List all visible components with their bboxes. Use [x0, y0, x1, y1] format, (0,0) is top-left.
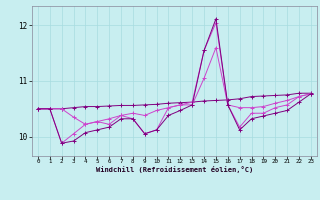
X-axis label: Windchill (Refroidissement éolien,°C): Windchill (Refroidissement éolien,°C): [96, 166, 253, 173]
